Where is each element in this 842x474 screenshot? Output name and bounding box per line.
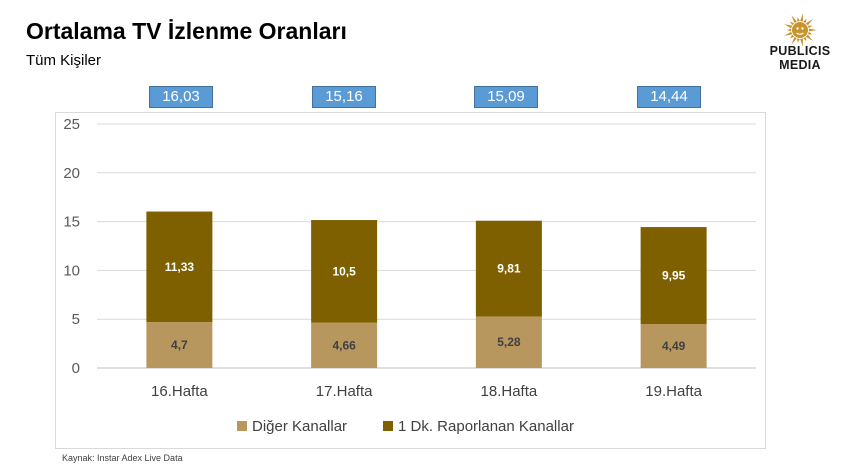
data-label: 4,49 (662, 339, 686, 353)
total-label-box: 15,16 (312, 86, 376, 108)
logo-text-publicis: PUBLICIS (769, 44, 831, 58)
y-tick-label: 10 (63, 262, 80, 279)
source-note: Kaynak: Instar Adex Live Data (62, 453, 183, 463)
sun-ray (807, 31, 813, 35)
sun-ray (790, 34, 795, 39)
bar-segment (146, 322, 213, 368)
legend-label: Diğer Kanallar (252, 418, 347, 435)
legend-swatch (383, 421, 393, 431)
x-tick-label: 17.Hafta (316, 383, 373, 400)
sun-ray (803, 36, 807, 42)
chart-title: Ortalama TV İzlenme Oranları (26, 18, 347, 44)
publicis-media-logo: PUBLICIS MEDIA (760, 8, 840, 72)
y-tick-label: 5 (72, 311, 80, 328)
sun-ray (790, 21, 795, 26)
bar-segment (146, 211, 213, 323)
sun-ray (791, 36, 797, 45)
x-tick-label: 19.Hafta (645, 383, 702, 400)
data-label: 4,66 (332, 338, 356, 352)
sun-icon (784, 13, 817, 47)
sun-ray (791, 15, 797, 24)
bar-segment (475, 316, 542, 368)
bar-segment (311, 322, 378, 368)
x-tick-label: 18.Hafta (481, 383, 538, 400)
y-tick-label: 25 (63, 116, 80, 133)
sun-ray (808, 28, 817, 32)
sun-ray (787, 28, 792, 32)
chart-subtitle: Tüm Kişiler (26, 52, 102, 69)
logo-text-media: MEDIA (779, 58, 821, 72)
data-label: 11,33 (165, 260, 195, 274)
sun-ray (805, 34, 814, 41)
bar-segment (640, 227, 707, 325)
sun-ray (800, 38, 803, 47)
sun-ray (805, 19, 814, 26)
data-label: 5,28 (497, 335, 521, 349)
sun-ray (784, 31, 793, 36)
sun-ray (797, 17, 800, 22)
total-label-box: 15,09 (474, 86, 538, 108)
legend-swatch (237, 421, 247, 431)
y-tick-label: 0 (72, 360, 80, 377)
y-tick-label: 15 (63, 214, 80, 231)
y-tick-label: 20 (63, 165, 80, 182)
sun-ray (803, 18, 807, 24)
legend-label: 1 Dk. Raporlanan Kanallar (398, 418, 574, 435)
sun-ray (807, 25, 813, 29)
chart-frame (55, 112, 766, 449)
sun-ray (784, 24, 793, 29)
data-label: 10,5 (332, 264, 356, 278)
bar-segment (475, 220, 542, 317)
sun-ray (797, 38, 800, 43)
total-label-box: 16,03 (149, 86, 213, 108)
data-label: 4,7 (171, 338, 188, 352)
bar-segment (311, 220, 378, 323)
data-label: 9,81 (497, 262, 521, 276)
x-tick-label: 16.Hafta (151, 383, 208, 400)
data-label: 9,95 (662, 269, 686, 283)
sun-ray (800, 13, 803, 22)
bar-segment (640, 324, 707, 368)
total-label-box: 14,44 (637, 86, 701, 108)
